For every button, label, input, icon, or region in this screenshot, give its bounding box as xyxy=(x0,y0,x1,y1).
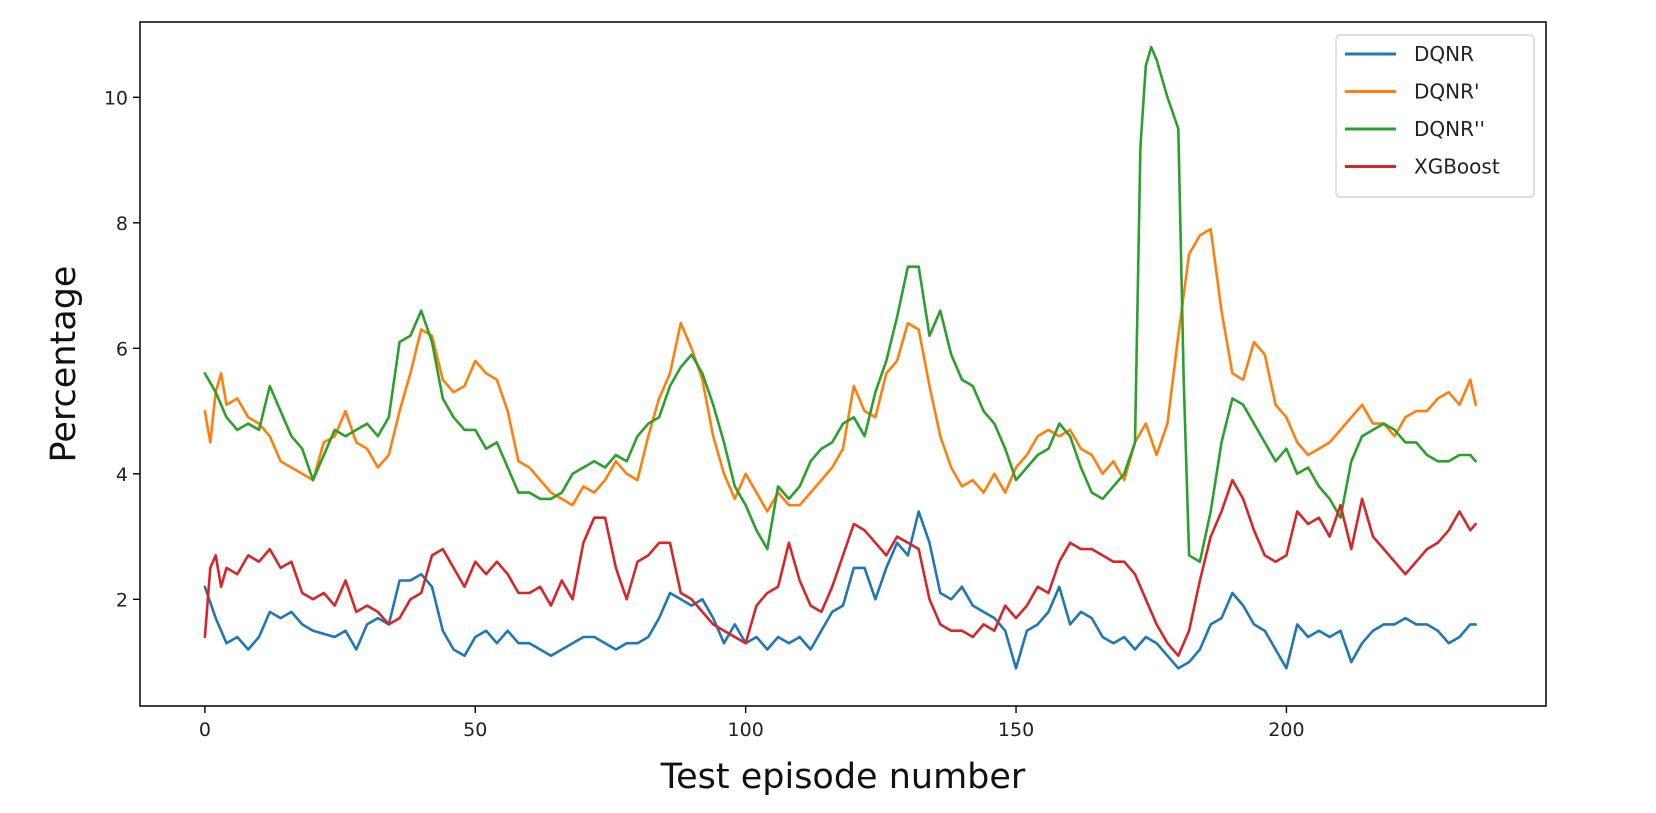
series-line-2 xyxy=(203,227,1477,513)
y-tick-label: 6 xyxy=(116,338,128,360)
x-tick-label: 200 xyxy=(1268,719,1304,741)
y-tick-label: 10 xyxy=(104,87,128,109)
series-line-3 xyxy=(203,45,1477,563)
y-axis-label: Percentage xyxy=(44,266,84,463)
y-tick-label: 8 xyxy=(116,213,128,235)
legend-label: DQNR' xyxy=(1414,80,1480,104)
x-tick-label: 0 xyxy=(199,719,211,741)
series-line-4 xyxy=(203,478,1477,658)
series-line-1 xyxy=(203,510,1477,670)
legend-label: DQNR'' xyxy=(1414,117,1485,141)
y-tick-label: 2 xyxy=(116,589,128,611)
legend: DQNR DQNR' DQNR'' XGBoost xyxy=(1335,34,1535,198)
legend-label: DQNR xyxy=(1414,42,1474,66)
series-layer xyxy=(203,45,1477,670)
legend-box xyxy=(1335,34,1535,198)
x-axis-label: Test episode number xyxy=(660,757,1026,797)
y-tick-label: 4 xyxy=(116,464,128,486)
plot-frame xyxy=(139,21,1547,707)
x-axis: 0 50 100 150 200 xyxy=(199,706,1305,741)
x-tick-label: 150 xyxy=(998,719,1034,741)
x-tick-label: 100 xyxy=(728,719,764,741)
legend-label: XGBoost xyxy=(1414,155,1500,179)
x-tick-label: 50 xyxy=(463,719,487,741)
y-axis: 2 4 6 8 10 xyxy=(104,87,140,611)
